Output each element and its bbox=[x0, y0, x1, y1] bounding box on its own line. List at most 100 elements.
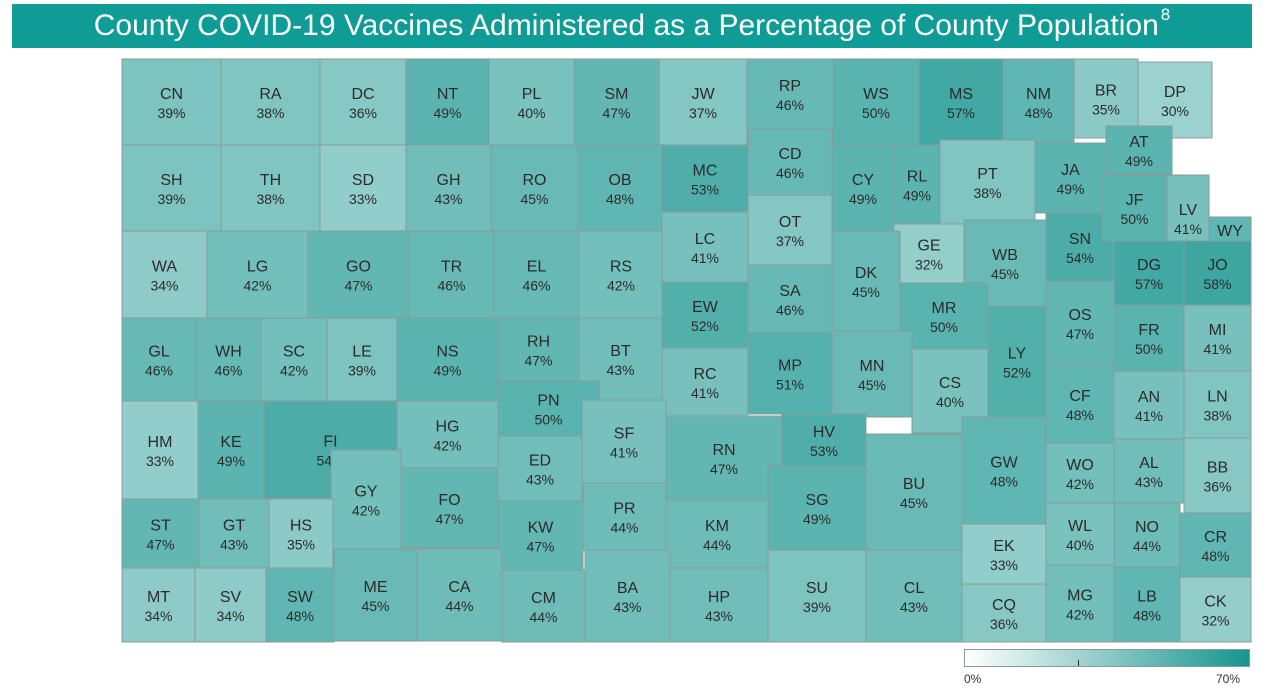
county-abbr: KW bbox=[528, 520, 555, 537]
county-abbr: GH bbox=[437, 172, 461, 189]
county-gw: GW 48% bbox=[961, 416, 1047, 525]
county-abbr: LG bbox=[247, 259, 268, 276]
county-abbr: SW bbox=[287, 589, 314, 606]
county-shape bbox=[1045, 564, 1115, 643]
county-rl: RL 49% bbox=[893, 144, 941, 225]
county-shape bbox=[893, 223, 965, 284]
county-abbr: CS bbox=[939, 375, 961, 392]
county-ja: JA 49% bbox=[1034, 142, 1107, 214]
county-percent: 37% bbox=[689, 105, 717, 121]
county-percent: 36% bbox=[1203, 479, 1231, 495]
county-percent: 49% bbox=[1056, 181, 1084, 197]
county-percent: 50% bbox=[1120, 211, 1148, 227]
county-abbr: WY bbox=[1217, 223, 1243, 240]
county-abbr: SF bbox=[614, 426, 635, 443]
county-percent: 42% bbox=[433, 438, 461, 454]
county-shape bbox=[319, 58, 407, 146]
county-shape bbox=[767, 465, 867, 551]
county-abbr: WO bbox=[1066, 457, 1094, 474]
county-shape bbox=[400, 467, 499, 549]
county-abbr: JF bbox=[1126, 192, 1144, 209]
county-bu: BU 45% bbox=[865, 433, 963, 551]
county-percent: 41% bbox=[1174, 221, 1202, 237]
county-shape bbox=[665, 415, 783, 501]
map-title-text: County COVID-19 Vaccines Administered as… bbox=[93, 9, 1159, 42]
county-percent: 38% bbox=[256, 105, 284, 121]
county-bb: BB 36% bbox=[1183, 437, 1252, 514]
county-shape bbox=[987, 305, 1047, 418]
county-le: LE 39% bbox=[326, 317, 398, 402]
county-abbr: JO bbox=[1207, 257, 1227, 274]
county-lb: LB 48% bbox=[1113, 566, 1181, 643]
county-st: ST 47% bbox=[121, 498, 200, 569]
county-percent: 46% bbox=[776, 97, 804, 113]
county-shape bbox=[1137, 61, 1213, 139]
county-abbr: LN bbox=[1207, 389, 1227, 406]
county-percent: 48% bbox=[1133, 608, 1161, 624]
county-percent: 38% bbox=[973, 185, 1001, 201]
county-percent: 48% bbox=[1024, 105, 1052, 121]
county-at: AT 49% bbox=[1105, 125, 1173, 175]
county-shape bbox=[899, 282, 989, 350]
county-abbr: MS bbox=[949, 86, 973, 103]
county-shape bbox=[781, 413, 867, 467]
county-shape bbox=[832, 58, 920, 146]
county-shape bbox=[831, 330, 913, 418]
county-shape bbox=[865, 433, 963, 551]
county-os: OS 47% bbox=[1045, 280, 1115, 366]
county-percent: 43% bbox=[526, 472, 554, 488]
county-hv: HV 53% bbox=[781, 413, 867, 467]
county-percent: 35% bbox=[1092, 102, 1120, 118]
county-shape bbox=[669, 567, 769, 643]
county-ot: OT 37% bbox=[747, 194, 833, 266]
county-ba: BA 43% bbox=[584, 549, 671, 643]
county-abbr: SA bbox=[779, 283, 801, 300]
county-shape bbox=[961, 416, 1047, 525]
county-shape bbox=[1113, 566, 1181, 643]
county-percent: 51% bbox=[776, 377, 804, 393]
county-abbr: CR bbox=[1204, 529, 1227, 546]
county-ms: MS 57% bbox=[918, 58, 1004, 146]
county-shape bbox=[1034, 142, 1107, 214]
county-gt: GT 43% bbox=[198, 498, 270, 569]
county-cy: CY 49% bbox=[831, 144, 895, 232]
county-abbr: DP bbox=[1164, 84, 1186, 101]
county-shape bbox=[1113, 438, 1185, 504]
county-abbr: NS bbox=[436, 344, 458, 361]
county-percent: 41% bbox=[610, 445, 638, 461]
county-percent: 40% bbox=[517, 105, 545, 121]
county-percent: 38% bbox=[1203, 408, 1231, 424]
county-percent: 44% bbox=[703, 537, 731, 553]
county-percent: 34% bbox=[216, 608, 244, 624]
county-abbr: CL bbox=[904, 580, 925, 597]
county-abbr: PT bbox=[977, 166, 998, 183]
county-ge: GE 32% bbox=[893, 223, 965, 284]
county-percent: 47% bbox=[435, 511, 463, 527]
county-percent: 50% bbox=[534, 412, 562, 428]
county-gh: GH 43% bbox=[405, 144, 492, 232]
county-abbr: NM bbox=[1026, 86, 1051, 103]
county-jw: JW 37% bbox=[658, 58, 748, 146]
county-percent: 43% bbox=[434, 191, 462, 207]
county-percent: 52% bbox=[1003, 365, 1031, 381]
county-abbr: AN bbox=[1138, 389, 1160, 406]
county-abbr: DG bbox=[1137, 257, 1161, 274]
county-abbr: RL bbox=[907, 169, 928, 186]
county-sn: SN 54% bbox=[1045, 212, 1115, 282]
county-ns: NS 49% bbox=[396, 317, 499, 402]
county-abbr: TH bbox=[260, 172, 281, 189]
county-percent: 47% bbox=[146, 537, 174, 553]
county-ob: OB 48% bbox=[577, 144, 663, 232]
county-shape bbox=[961, 583, 1047, 643]
county-shape bbox=[121, 144, 222, 232]
county-sc: SC 42% bbox=[260, 317, 328, 402]
county-shape bbox=[747, 194, 833, 266]
county-gl: GL 46% bbox=[121, 317, 197, 402]
county-cn: CN 39% bbox=[121, 58, 222, 146]
county-gy: GY 42% bbox=[330, 449, 402, 550]
county-fo: FO 47% bbox=[400, 467, 499, 549]
county-percent: 33% bbox=[349, 191, 377, 207]
county-abbr: PR bbox=[613, 501, 635, 518]
county-percent: 39% bbox=[157, 105, 185, 121]
legend-max-label: 70% bbox=[1216, 672, 1241, 686]
